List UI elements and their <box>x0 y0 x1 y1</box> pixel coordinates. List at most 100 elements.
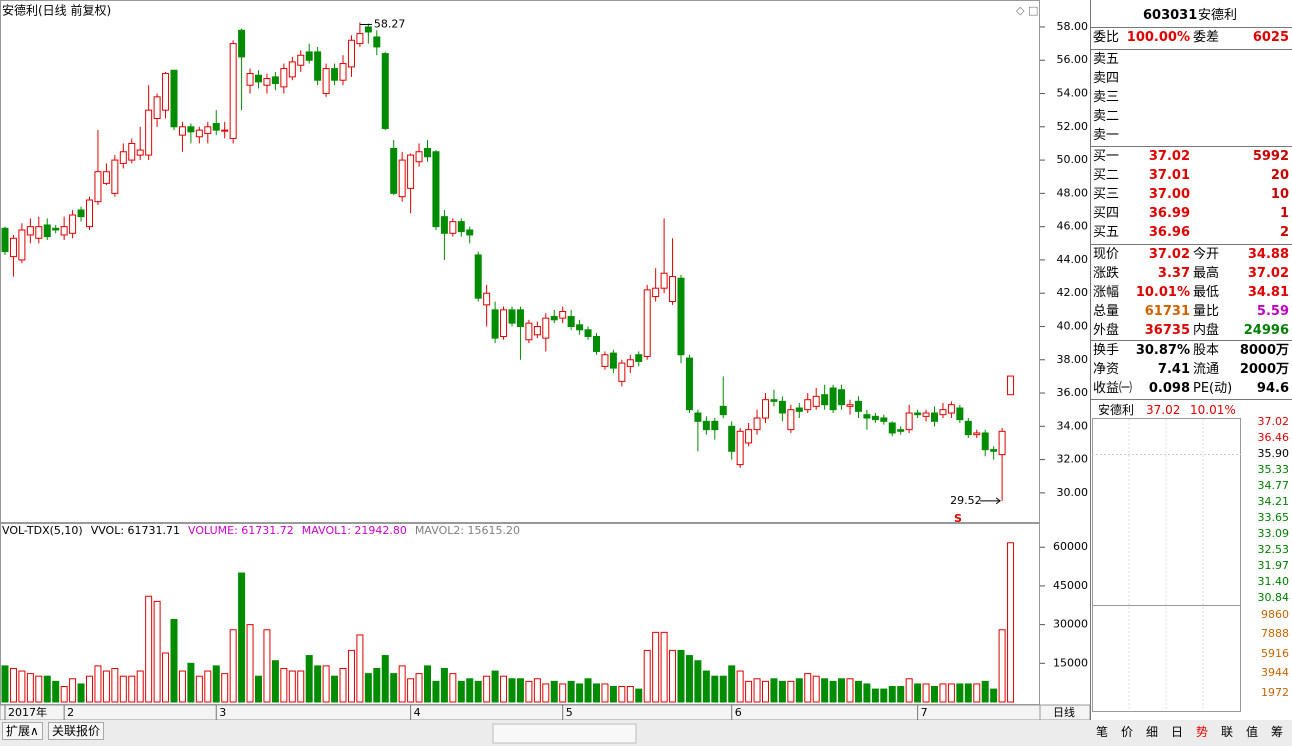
volume-bar <box>491 670 499 703</box>
candle-body <box>508 309 516 324</box>
volume-bar <box>652 631 660 703</box>
stat-value: 37.02 <box>1247 266 1289 281</box>
volume-bar <box>288 670 296 703</box>
side-tab[interactable]: 值 <box>1246 725 1259 739</box>
volume-bar <box>356 634 364 703</box>
candle-body <box>618 362 626 382</box>
volume-bar <box>466 678 474 703</box>
candle-body <box>1 227 9 253</box>
volume-bar <box>18 670 26 703</box>
mini-price-label: 37.02 <box>1257 415 1290 428</box>
candle-body <box>474 254 482 299</box>
mini-vol-label: 3944 <box>1261 666 1289 680</box>
bottom-tab: 扩展∧ <box>2 722 43 740</box>
volume-bar <box>956 683 964 703</box>
y-tick-label: 50.00 <box>1057 153 1089 166</box>
side-tab[interactable]: 联 <box>1221 725 1234 739</box>
stat-label: 现价 <box>1093 247 1120 262</box>
stat-label: 外盘 <box>1093 323 1120 338</box>
stat-label: 涨跌 <box>1093 266 1120 281</box>
side-tab[interactable]: 笔 <box>1096 725 1109 739</box>
y-tick-label: 54.00 <box>1057 87 1089 100</box>
candle-body <box>407 154 415 189</box>
side-tab[interactable]: 日 <box>1171 725 1184 739</box>
date-axis <box>0 704 1041 721</box>
mini-vol-label: 9860 <box>1261 608 1289 621</box>
x-tick-label: 2 <box>67 706 74 719</box>
side-tab[interactable]: 筹 <box>1271 725 1284 739</box>
volume-bar <box>398 665 406 703</box>
volume-bar <box>762 680 769 703</box>
volume-bar <box>187 662 195 703</box>
volume-bar <box>854 680 862 703</box>
candle-body <box>905 412 913 431</box>
y-tick-label: 48.00 <box>1057 186 1089 199</box>
candle-body <box>35 226 43 239</box>
mini-price-label: 31.40 <box>1257 575 1290 588</box>
volume-bar <box>584 678 592 703</box>
candle-body <box>778 400 786 414</box>
stock-name: 安德利 <box>1198 8 1238 23</box>
candle-body <box>939 409 947 416</box>
candle-body <box>854 400 862 412</box>
candle-body <box>221 129 229 132</box>
stat-label: 涨幅 <box>1093 285 1120 300</box>
stat-value: 3.37 <box>1157 266 1190 281</box>
mini-price-label: 34.77 <box>1257 479 1290 492</box>
volume-bar <box>516 678 524 703</box>
volume-bar <box>753 678 761 703</box>
candle-body <box>702 420 710 431</box>
mini-pct: 10.01% <box>1190 403 1236 417</box>
volume-bar <box>829 680 837 703</box>
x-tick-label: 5 <box>566 706 573 719</box>
volume-bar <box>195 675 203 703</box>
volume-bar <box>880 688 888 703</box>
candle-body <box>770 399 778 402</box>
volume-bar <box>407 678 415 703</box>
stat-label: PE(动) <box>1193 381 1233 396</box>
volume-bar <box>373 667 381 703</box>
volume-bar <box>981 680 989 703</box>
mini-price: 37.02 <box>1146 403 1181 417</box>
candle-body <box>440 216 448 234</box>
candle-body <box>863 414 871 419</box>
vol-legend: MAVOL2: 15615.20 <box>415 524 520 537</box>
candle-body <box>897 429 905 432</box>
candle-body <box>491 309 499 339</box>
volume-bar <box>719 675 727 703</box>
candle-body <box>736 430 744 466</box>
candle-body <box>288 61 296 78</box>
side-tab[interactable]: 势 <box>1196 725 1209 739</box>
volume-bar <box>542 683 550 703</box>
candle-body <box>60 226 68 236</box>
stat-value: 94.6 <box>1256 381 1289 396</box>
signal-marker: S <box>954 512 962 525</box>
stat-value: 24996 <box>1243 323 1289 338</box>
candle-body <box>956 407 964 421</box>
mini-vol-label: 1972 <box>1261 685 1289 699</box>
candle-body <box>652 287 660 298</box>
candle-body <box>947 404 955 414</box>
volume-bar <box>669 649 677 703</box>
volume-bar <box>990 688 998 703</box>
volume-bar <box>297 670 305 703</box>
volume-bar <box>432 680 440 703</box>
volume-bar <box>263 629 271 703</box>
candle-body <box>347 39 355 68</box>
candle-body <box>238 29 246 58</box>
volume-bar <box>26 673 34 703</box>
volume-bar <box>567 680 575 703</box>
candle-body <box>246 73 254 86</box>
volume-bar <box>1 665 9 703</box>
candle-body <box>525 322 533 341</box>
side-tab[interactable]: 细 <box>1146 725 1159 739</box>
bid-label: 买一 <box>1093 149 1120 164</box>
y-tick-label: 38.00 <box>1057 353 1089 366</box>
candle-body <box>449 221 457 234</box>
stat-value: 0.098 <box>1148 381 1190 396</box>
side-tab[interactable]: 价 <box>1121 725 1134 739</box>
ask-label: 卖二 <box>1093 109 1120 124</box>
bid-label: 买二 <box>1093 168 1120 183</box>
volume-bar <box>212 665 220 703</box>
candle-body <box>339 63 347 81</box>
